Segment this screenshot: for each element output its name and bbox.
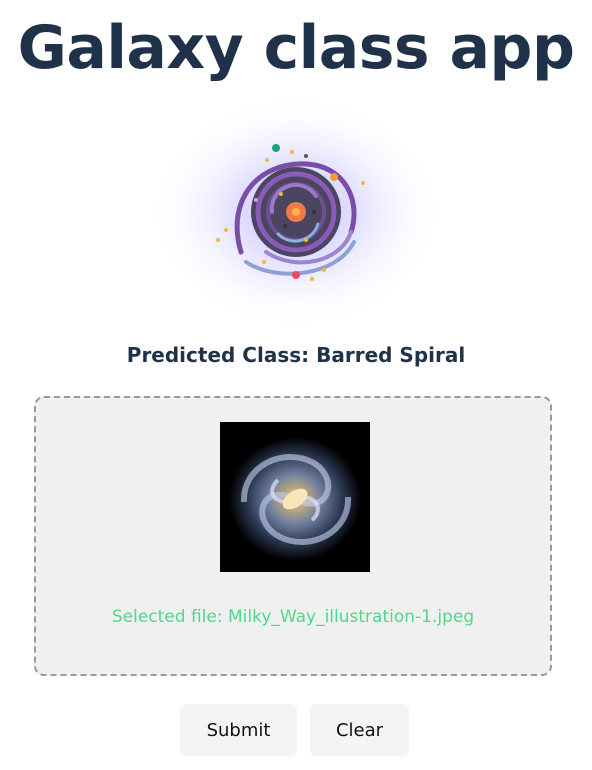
submit-button[interactable]: Submit <box>180 704 297 756</box>
selected-file-text: Selected file: Milky_Way_illustration-1.… <box>111 607 475 627</box>
app-title: Galaxy class app <box>17 13 575 83</box>
clear-button[interactable]: Clear <box>310 704 409 756</box>
file-dropzone[interactable]: Selected file: Milky_Way_illustration-1.… <box>34 396 552 676</box>
galaxy-logo-icon <box>148 94 444 330</box>
uploaded-image-preview <box>220 422 370 572</box>
predicted-class-label: Predicted Class: Barred Spiral <box>126 343 466 367</box>
